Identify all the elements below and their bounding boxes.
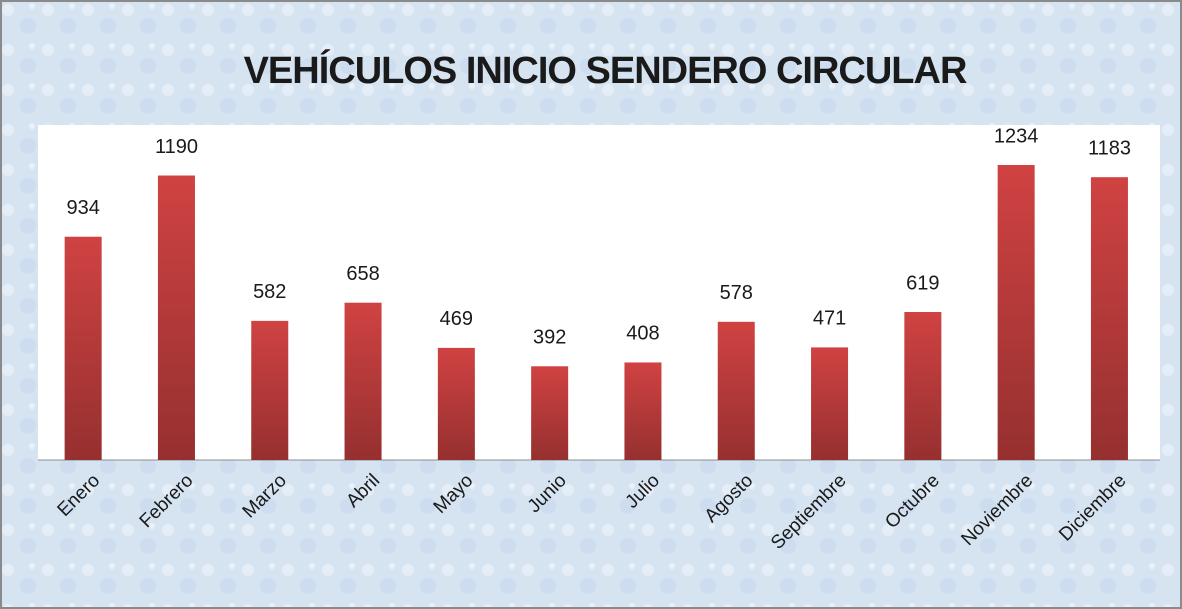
value-label: 471 (813, 308, 846, 330)
value-label: 1183 (1088, 137, 1131, 159)
bar (904, 312, 942, 460)
bar (64, 236, 102, 460)
bar (344, 302, 382, 460)
value-label: 392 (533, 327, 566, 349)
value-label: 658 (346, 263, 379, 285)
chart-title: VEHÍCULOS INICIO SENDERO CIRCULAR (244, 48, 967, 92)
value-label: 934 (66, 197, 99, 219)
value-label: 1190 (155, 136, 198, 158)
bar (624, 362, 662, 460)
value-label: 578 (720, 282, 753, 304)
plot-area (38, 125, 1160, 460)
value-label: 1234 (994, 125, 1039, 147)
bar (437, 347, 475, 460)
bar (997, 165, 1035, 460)
bar (251, 320, 289, 460)
bar (157, 175, 195, 461)
bar (717, 321, 755, 460)
value-label: 469 (440, 308, 473, 330)
value-label: 582 (253, 281, 286, 303)
bar (1090, 177, 1128, 460)
bar (811, 347, 849, 460)
value-label: 408 (626, 323, 659, 345)
bar (531, 366, 569, 460)
value-label: 619 (906, 272, 939, 294)
